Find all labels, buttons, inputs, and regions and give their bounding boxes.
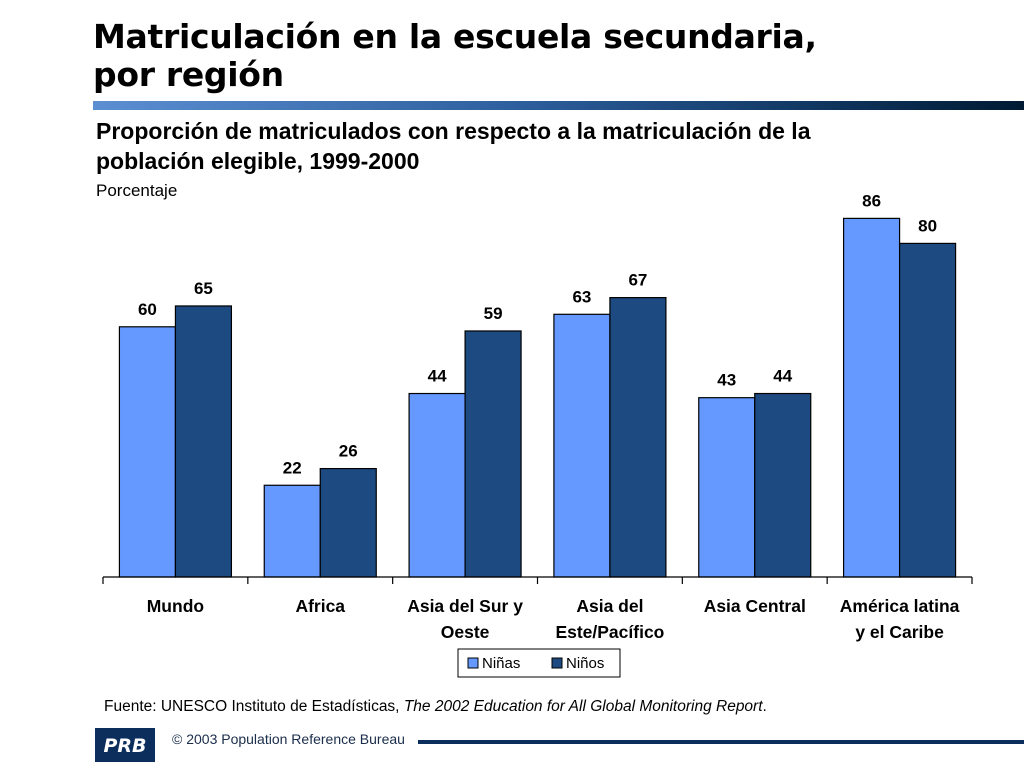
bar-ninos-5 bbox=[898, 242, 957, 578]
data-label: 44 bbox=[773, 367, 792, 386]
prb-logo-text: PRB bbox=[103, 735, 146, 757]
bar-ninos-3 bbox=[609, 297, 667, 578]
source-note: Fuente: UNESCO Instituto de Estadísticas… bbox=[104, 698, 767, 716]
prb-logo-mark: PRB bbox=[95, 728, 155, 762]
x-tick-label: Mundo bbox=[147, 596, 204, 616]
bar-ninas-0 bbox=[118, 326, 177, 578]
x-tick-label: y el Caribe bbox=[855, 622, 944, 642]
data-label: 22 bbox=[283, 458, 302, 477]
bar-ninos-4 bbox=[754, 392, 812, 578]
x-tick-label: Este/Pacífico bbox=[555, 622, 664, 642]
legend-swatch-ninos bbox=[551, 657, 563, 669]
x-tick-label: Africa bbox=[295, 596, 345, 616]
x-tick-label: Asia del bbox=[576, 596, 643, 616]
copyright-notice: © 2003 Population Reference Bureau bbox=[172, 731, 405, 747]
bar-ninas-2 bbox=[408, 392, 466, 578]
legend-swatch-ninas bbox=[467, 657, 479, 669]
page-title-line-1: Matriculación en la escuela secundaria, bbox=[93, 17, 817, 56]
x-tick-label: Asia Central bbox=[704, 596, 806, 616]
data-label: 65 bbox=[194, 279, 213, 298]
data-label: 60 bbox=[138, 300, 157, 319]
prb-logo: PRB bbox=[95, 728, 155, 762]
bar-ninas-3 bbox=[553, 313, 611, 578]
data-label: 67 bbox=[628, 271, 647, 290]
chart-subtitle-line-2: población elegible, 1999-2000 bbox=[96, 148, 420, 174]
x-tick-label: Asia del Sur y bbox=[407, 596, 523, 616]
data-label: 44 bbox=[428, 367, 447, 386]
page-title: Matriculación en la escuela secundaria, … bbox=[93, 18, 817, 94]
footer-divider bbox=[418, 740, 1024, 744]
title-divider bbox=[93, 101, 1024, 110]
x-tick-label: América latina bbox=[840, 596, 960, 616]
bar-ninas-1 bbox=[263, 484, 321, 578]
source-report-title: The 2002 Education for All Global Monito… bbox=[403, 698, 763, 715]
data-label: 63 bbox=[572, 287, 591, 306]
legend bbox=[457, 648, 621, 678]
bar-ninas-4 bbox=[698, 397, 756, 578]
chart-subtitle-line-1: Proporción de matriculados con respecto … bbox=[96, 118, 811, 144]
chart-subtitle: Proporción de matriculados con respecto … bbox=[96, 116, 956, 176]
y-axis-unit-label: Porcentaje bbox=[96, 181, 178, 200]
bar-ninos-0 bbox=[174, 305, 233, 578]
data-label: 43 bbox=[717, 371, 736, 390]
page-title-line-2: por región bbox=[93, 55, 284, 94]
bar-ninos-1 bbox=[319, 467, 377, 578]
source-suffix: . bbox=[762, 698, 767, 715]
source-prefix: Fuente: UNESCO Instituto de Estadísticas… bbox=[104, 698, 404, 715]
data-label: 59 bbox=[484, 304, 503, 323]
data-label: 86 bbox=[862, 191, 881, 210]
bar-ninas-5 bbox=[842, 217, 901, 578]
x-tick-label: Oeste bbox=[441, 622, 490, 642]
data-label: 80 bbox=[918, 216, 937, 235]
legend-label-ninas: Niñas bbox=[482, 655, 520, 672]
bar-ninos-2 bbox=[464, 330, 522, 578]
data-label: 26 bbox=[339, 442, 358, 461]
legend-label-ninos: Niños bbox=[566, 655, 604, 672]
